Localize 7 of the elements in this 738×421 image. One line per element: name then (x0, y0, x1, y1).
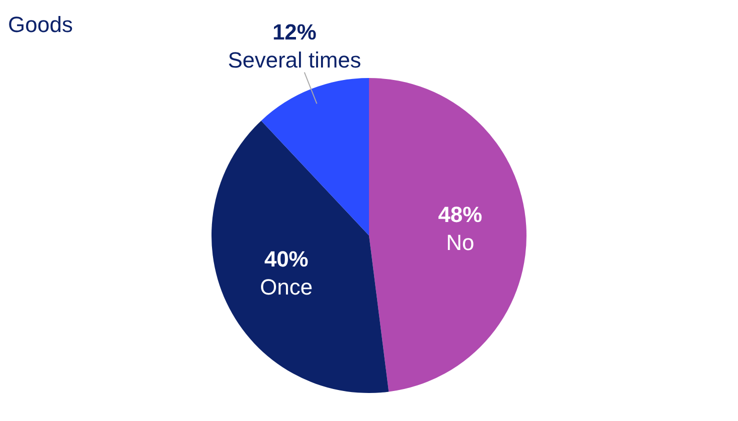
slice-label: Once (260, 274, 313, 300)
data-label: 48% (438, 202, 482, 227)
data-label: 40% (264, 246, 308, 272)
slice-label: Several times (228, 47, 362, 72)
text: Goods (8, 12, 73, 38)
slice-label: No (446, 230, 474, 255)
data-label: 12% (272, 19, 316, 44)
